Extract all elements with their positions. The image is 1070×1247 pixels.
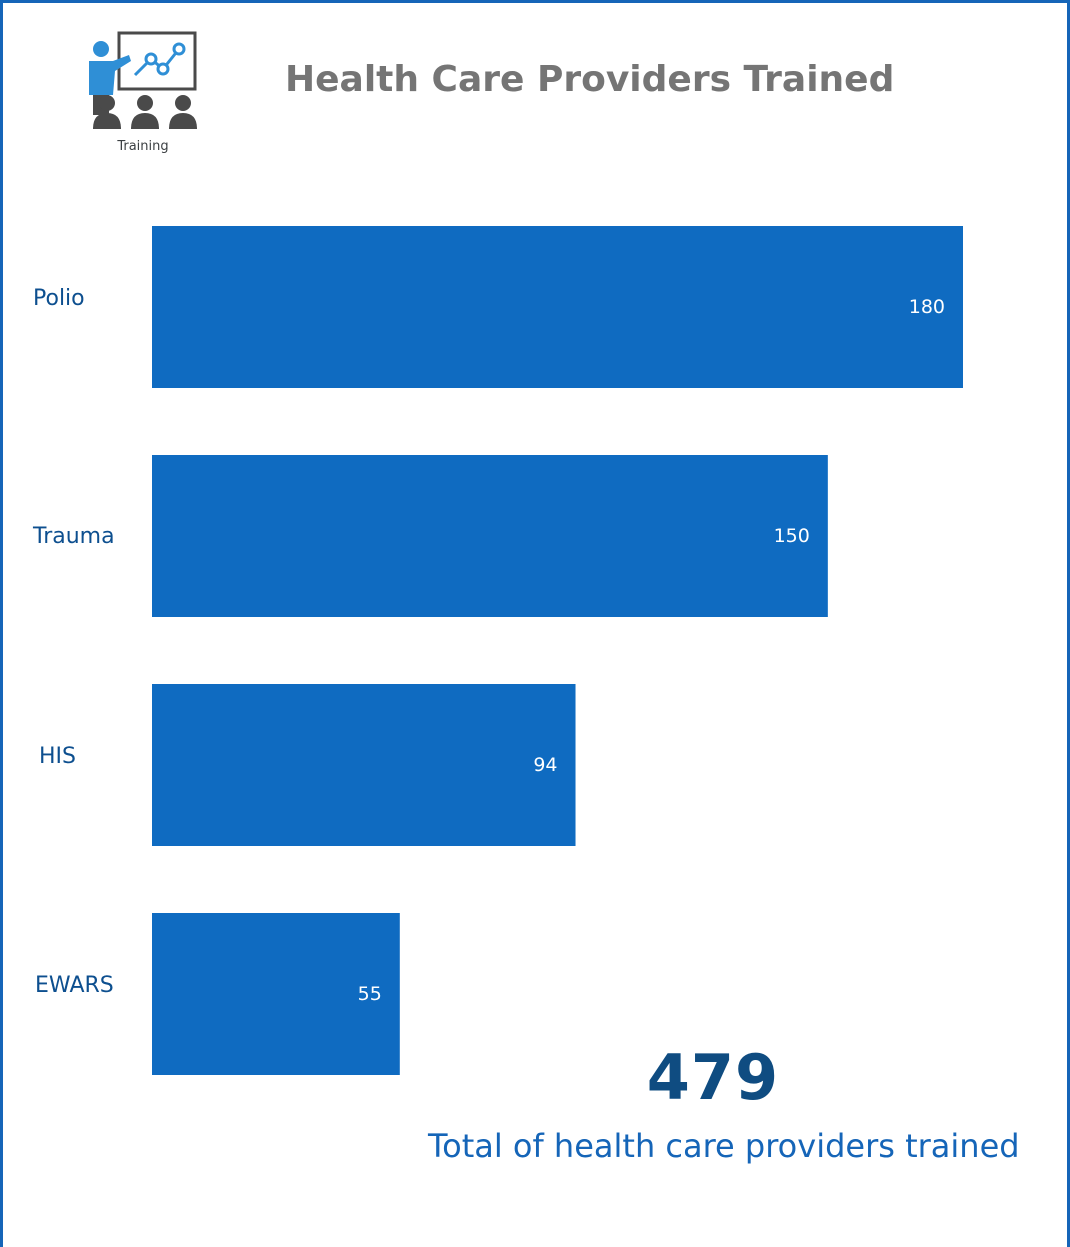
training-presentation-icon [89, 31, 197, 129]
total-value: 479 [646, 1041, 780, 1114]
training-logo: Training [79, 29, 203, 159]
data-label-his: 94 [533, 754, 557, 776]
category-label-polio: Polio [33, 286, 85, 311]
data-label-ewars: 55 [358, 983, 382, 1005]
category-label-ewars: EWARS [35, 973, 114, 998]
category-label-his: HIS [39, 744, 76, 769]
data-label-trauma: 150 [774, 525, 810, 547]
total-caption: Total of health care providers trained [428, 1127, 1020, 1165]
page-title: Health Care Providers Trained [285, 59, 895, 100]
bar-his [152, 684, 576, 846]
bar-polio [152, 226, 963, 388]
logo-caption: Training [117, 139, 169, 154]
category-label-trauma: Trauma [32, 524, 115, 549]
bar-chart: Polio 180 Trauma 150 HIS 94 EWARS 55 [32, 226, 963, 1075]
bar-ewars [152, 913, 400, 1075]
bar-trauma [152, 455, 828, 617]
data-label-polio: 180 [909, 296, 945, 318]
